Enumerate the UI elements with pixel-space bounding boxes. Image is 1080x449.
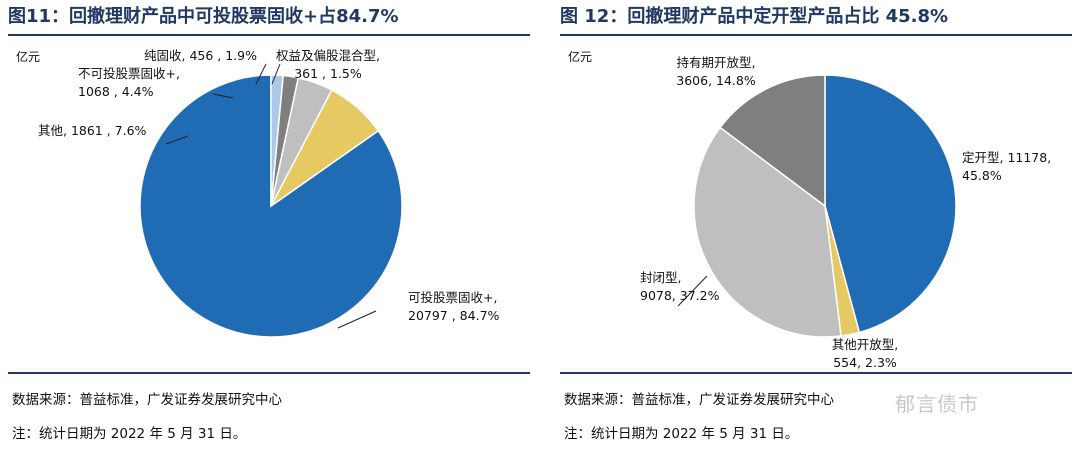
slice-value-label: 20797 , 84.7% bbox=[408, 308, 500, 323]
leader-line bbox=[255, 63, 267, 85]
data-source: 数据来源：普益标准，广发证券发展研究中心 bbox=[12, 392, 282, 408]
slice-label: 其他开放型, bbox=[832, 337, 898, 352]
slice-label: 可投股票固收+, bbox=[408, 290, 497, 305]
slice-value-label: 9078, 37.2% bbox=[640, 288, 720, 303]
leader-line bbox=[165, 135, 189, 145]
leader-line bbox=[677, 275, 708, 307]
figure-12-panel: 图 12：回撤理财产品中定开型产品占比 45.8% 定开型, 11178, 45.… bbox=[560, 0, 1072, 449]
slice-label: 权益及偏股混合型, bbox=[276, 48, 380, 63]
figure-11-panel: 图11：回撤理财产品中可投股票固收+占84.7% 可投股票固收+, 20797 ,… bbox=[8, 0, 530, 449]
pie-slice bbox=[693, 126, 842, 338]
footnote: 注：统计日期为 2022 年 5 月 31 日。 bbox=[12, 426, 247, 442]
title-divider bbox=[560, 34, 1072, 36]
footnote: 注：统计日期为 2022 年 5 月 31 日。 bbox=[564, 426, 799, 442]
slice-label: 纯固收, 456 , 1.9% bbox=[144, 48, 257, 63]
slice-label: 定开型, 11178, bbox=[962, 150, 1051, 165]
figure-title: 图11：回撤理财产品中可投股票固收+占84.7% bbox=[8, 6, 399, 27]
slice-label: 不可投股票固收+, bbox=[78, 66, 180, 81]
slice-value-label: 45.8% bbox=[962, 168, 1002, 183]
leader-line bbox=[271, 63, 281, 85]
source-divider bbox=[8, 372, 530, 374]
title-divider bbox=[8, 34, 530, 36]
source-divider bbox=[560, 372, 1072, 374]
slice-value-label: 554, 2.3% bbox=[833, 355, 897, 370]
pie-chart-fixed-income: 可投股票固收+, 20797 , 84.7% 其他, 1861 , 7.6% 不可投股… bbox=[38, 48, 500, 338]
pie-slice bbox=[719, 74, 826, 208]
slice-label: 持有期开放型, bbox=[677, 55, 756, 70]
leader-line bbox=[212, 93, 234, 99]
unit-label: 亿元 bbox=[16, 50, 41, 64]
pie-chart-product-type: 定开型, 11178, 45.8% 其他开放型, 554, 2.3% 封闭型, 9078,… bbox=[640, 55, 1051, 370]
slice-value-label: 361 , 1.5% bbox=[294, 66, 362, 81]
figure-title: 图 12：回撤理财产品中定开型产品占比 45.8% bbox=[560, 6, 949, 27]
leader-line bbox=[337, 310, 377, 329]
slice-value-label: 3606, 14.8% bbox=[676, 73, 756, 88]
slice-value-label: 1068 , 4.4% bbox=[78, 84, 154, 99]
slice-label: 其他, 1861 , 7.6% bbox=[38, 123, 147, 138]
pie-slice bbox=[824, 74, 957, 334]
pie-slice bbox=[270, 74, 284, 207]
data-source: 数据来源：普益标准，广发证券发展研究中心 bbox=[564, 392, 834, 408]
slice-label: 封闭型, bbox=[640, 270, 681, 285]
watermark-text: 郁言债市 bbox=[895, 392, 979, 416]
unit-label: 亿元 bbox=[568, 50, 593, 64]
